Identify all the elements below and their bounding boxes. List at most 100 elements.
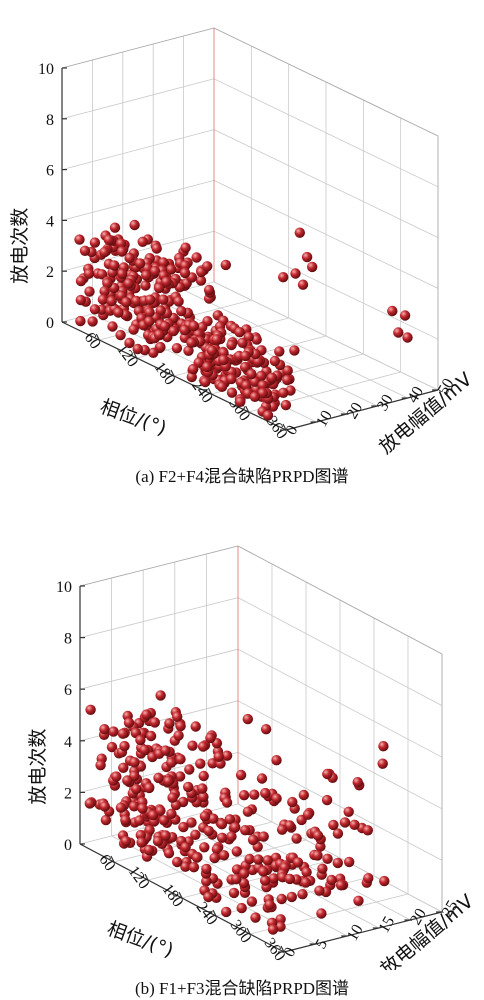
data-point — [302, 809, 314, 820]
data-point — [188, 862, 200, 873]
data-point — [301, 251, 313, 263]
data-point — [221, 797, 233, 808]
y-tick-label: 20 — [344, 400, 367, 422]
data-point — [171, 343, 183, 354]
y-tick-label: 10 — [313, 408, 336, 430]
data-point — [131, 783, 142, 795]
data-point — [165, 264, 177, 275]
data-point — [176, 305, 187, 317]
data-point — [140, 280, 151, 291]
data-point — [208, 813, 219, 824]
data-point — [100, 814, 112, 826]
data-point — [132, 343, 143, 355]
z-axis-label: 放电次数 — [9, 208, 31, 284]
data-point — [75, 315, 86, 327]
data-point — [230, 822, 241, 833]
data-point — [108, 726, 119, 737]
x-tick — [282, 423, 287, 431]
data-point — [197, 741, 209, 752]
data-point — [242, 713, 253, 725]
data-point — [256, 773, 268, 784]
z-tick-label: 10 — [56, 579, 72, 596]
top-edge — [79, 545, 239, 587]
data-point — [83, 268, 95, 279]
y-tick-label: 20 — [407, 906, 430, 928]
data-point — [312, 850, 323, 861]
top-edge — [237, 545, 443, 655]
data-point — [121, 297, 132, 308]
data-point — [206, 345, 218, 356]
data-point — [378, 741, 389, 752]
data-point — [166, 757, 177, 768]
data-point — [247, 834, 259, 846]
data-point — [160, 745, 171, 756]
data-point — [87, 316, 98, 327]
data-point — [387, 305, 398, 317]
data-point — [191, 252, 202, 263]
data-point — [174, 771, 186, 782]
data-point — [155, 341, 166, 353]
data-point — [89, 304, 101, 315]
data-point — [188, 363, 199, 375]
data-point — [159, 321, 171, 332]
z-tick-label: 4 — [46, 213, 54, 230]
data-point — [218, 850, 230, 861]
data-point — [158, 815, 170, 826]
data-point — [168, 325, 179, 337]
data-point — [278, 272, 289, 283]
z-tick-label: 10 — [38, 61, 54, 78]
x-tick — [110, 855, 115, 863]
data-point — [163, 848, 175, 859]
data-point — [238, 790, 250, 801]
data-point — [216, 832, 228, 843]
data-point — [226, 387, 238, 398]
z-tick-label: 2 — [46, 264, 54, 281]
x-tick-label: 180 — [159, 881, 187, 910]
data-point — [203, 284, 215, 296]
data-point — [137, 236, 148, 247]
data-point — [260, 788, 271, 799]
data-point — [160, 830, 171, 841]
x-tick — [246, 927, 251, 935]
grid-line — [61, 180, 215, 221]
data-point — [284, 873, 295, 885]
data-point — [257, 387, 268, 399]
data-point — [191, 852, 203, 863]
data-point — [79, 245, 91, 256]
data-point — [145, 730, 157, 742]
data-point — [282, 365, 293, 376]
x-tick-label: 180 — [151, 359, 179, 388]
data-point — [209, 852, 220, 864]
data-point — [155, 690, 166, 701]
data-point — [294, 227, 305, 238]
data-point — [203, 825, 214, 837]
data-point — [289, 345, 300, 356]
z-tick-label: 6 — [64, 682, 72, 699]
data-point — [149, 717, 160, 728]
data-point — [95, 760, 106, 771]
data-point — [198, 770, 209, 782]
x-tick — [133, 351, 138, 359]
data-point — [134, 258, 146, 269]
y-tick-label: 15 — [376, 914, 399, 936]
x-tick — [170, 369, 175, 377]
data-point — [184, 764, 195, 775]
data-point — [249, 789, 260, 800]
data-point — [220, 259, 231, 271]
data-point — [180, 842, 191, 853]
data-point — [264, 899, 275, 910]
data-point — [332, 828, 344, 839]
data-point — [352, 777, 363, 788]
data-point — [122, 775, 133, 786]
data-point — [207, 758, 218, 769]
data-point — [99, 286, 110, 297]
x-tick-label: 300 — [227, 917, 255, 946]
data-point — [120, 814, 131, 826]
data-point — [344, 856, 355, 868]
data-point — [164, 718, 175, 729]
data-point — [205, 732, 216, 744]
data-point — [231, 846, 242, 857]
data-point — [124, 252, 135, 264]
data-point — [221, 906, 232, 918]
